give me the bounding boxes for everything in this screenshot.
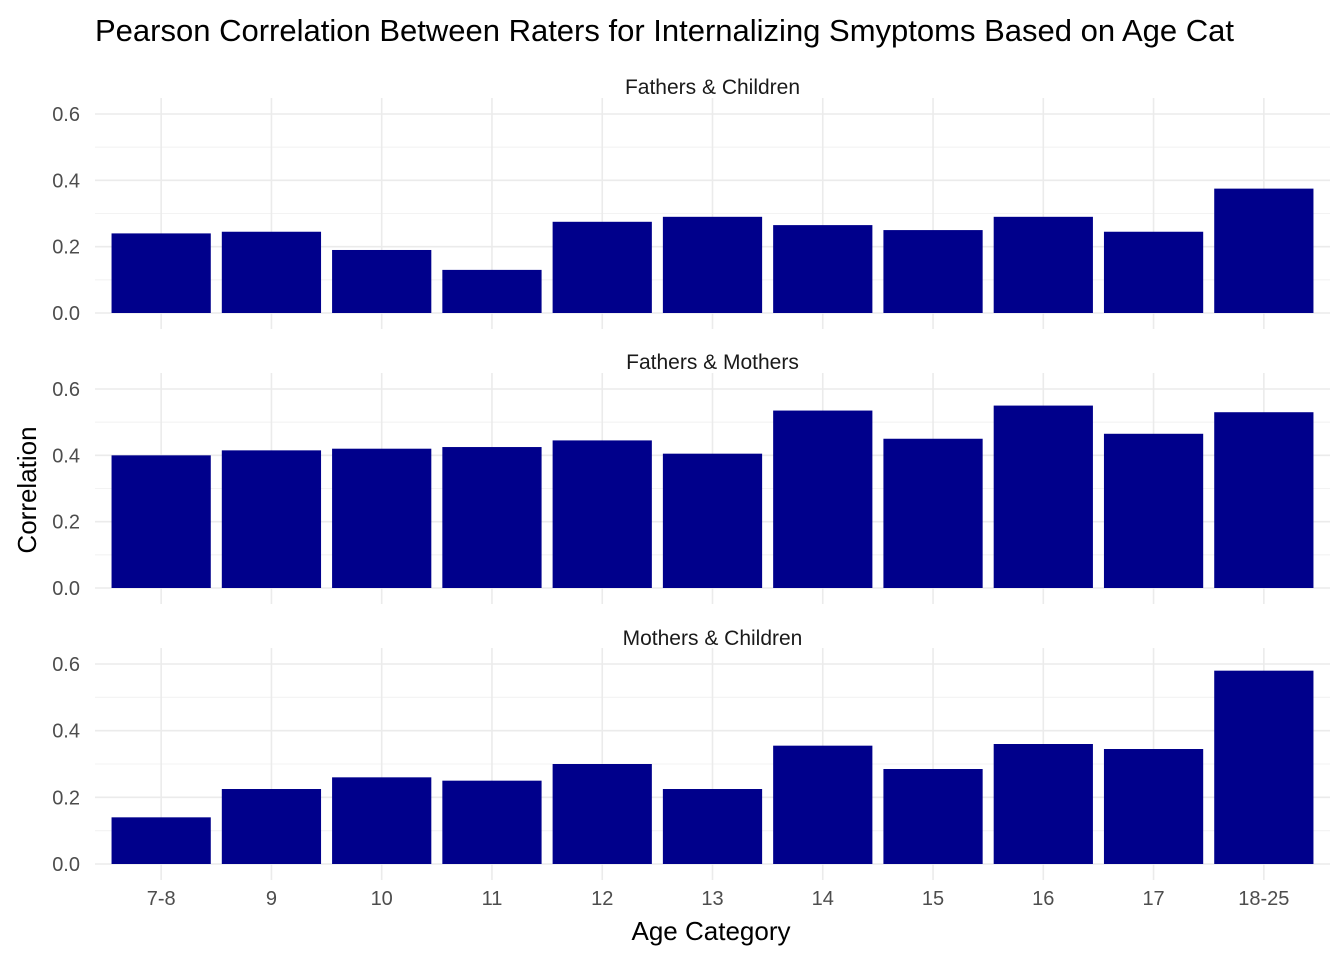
bar [993, 405, 1093, 588]
y-tick-label: 0.4 [52, 170, 80, 192]
bar [1214, 412, 1314, 588]
y-tick-label: 0.2 [52, 237, 80, 259]
bar [442, 780, 542, 864]
bar [332, 448, 432, 588]
y-tick-label: 0.0 [52, 303, 80, 325]
x-tick-label: 16 [1032, 888, 1054, 910]
bar [1103, 231, 1204, 313]
bar [993, 216, 1093, 313]
x-tick-label: 14 [812, 888, 834, 910]
bar [662, 789, 763, 864]
bar [552, 764, 652, 864]
x-tick-label: 11 [482, 888, 503, 910]
bar [332, 249, 432, 313]
x-axis-tick-labels: 7-8 9 10 11 12 13 14 15 16 17 18-25 [147, 888, 1290, 910]
x-tick-label: 12 [591, 888, 613, 910]
facet-panel: 0.0 0.2 0.4 0.6 Mothers & Children [52, 627, 1330, 880]
bar [221, 450, 322, 588]
y-tick-label: 0.0 [52, 854, 80, 876]
y-tick-label: 0.2 [52, 512, 80, 534]
bar [993, 744, 1093, 864]
x-axis-title: Age Category [632, 916, 791, 946]
bar [883, 769, 983, 864]
facet-strip-label: Mothers & Children [623, 627, 803, 650]
x-tick-label: 15 [922, 888, 944, 910]
bar [332, 777, 432, 864]
y-tick-label: 0.0 [52, 578, 80, 600]
x-tick-label: 9 [266, 888, 277, 910]
x-tick-label: 7-8 [147, 888, 176, 910]
facet-panel: 0.0 0.2 0.4 0.6 Fathers & Children [52, 76, 1330, 329]
bar [662, 216, 763, 313]
facet-strip-label: Fathers & Children [625, 76, 800, 99]
bar [552, 440, 652, 588]
bar [1103, 749, 1204, 864]
bar [773, 410, 873, 588]
bar [442, 447, 542, 588]
bar [773, 745, 873, 864]
y-tick-label: 0.6 [52, 104, 80, 126]
facet-panel: 0.0 0.2 0.4 0.6 Fathers & Mothers [52, 351, 1330, 604]
y-tick-label: 0.6 [52, 654, 80, 676]
bar [883, 438, 983, 588]
y-tick-label: 0.2 [52, 787, 80, 809]
chart-title: Pearson Correlation Between Raters for I… [95, 13, 1234, 48]
bar [883, 230, 983, 313]
bar [111, 233, 211, 313]
bar [111, 817, 211, 864]
y-tick-label: 0.4 [52, 445, 80, 467]
bar [1103, 433, 1204, 588]
y-tick-label: 0.4 [52, 721, 80, 743]
x-tick-label: 10 [371, 888, 393, 910]
bar [111, 455, 211, 588]
bar [773, 225, 873, 313]
y-axis-title: Correlation [12, 426, 42, 553]
bar [1214, 188, 1314, 313]
bar [442, 269, 542, 313]
bar [1214, 670, 1314, 864]
x-tick-label: 13 [701, 888, 723, 910]
bar [662, 453, 763, 588]
bar [552, 221, 652, 313]
x-tick-label: 18-25 [1238, 888, 1289, 910]
facet-strip-label: Fathers & Mothers [626, 351, 799, 374]
bar [221, 789, 322, 864]
y-tick-label: 0.6 [52, 379, 80, 401]
bar [221, 231, 322, 313]
x-tick-label: 17 [1142, 888, 1164, 910]
